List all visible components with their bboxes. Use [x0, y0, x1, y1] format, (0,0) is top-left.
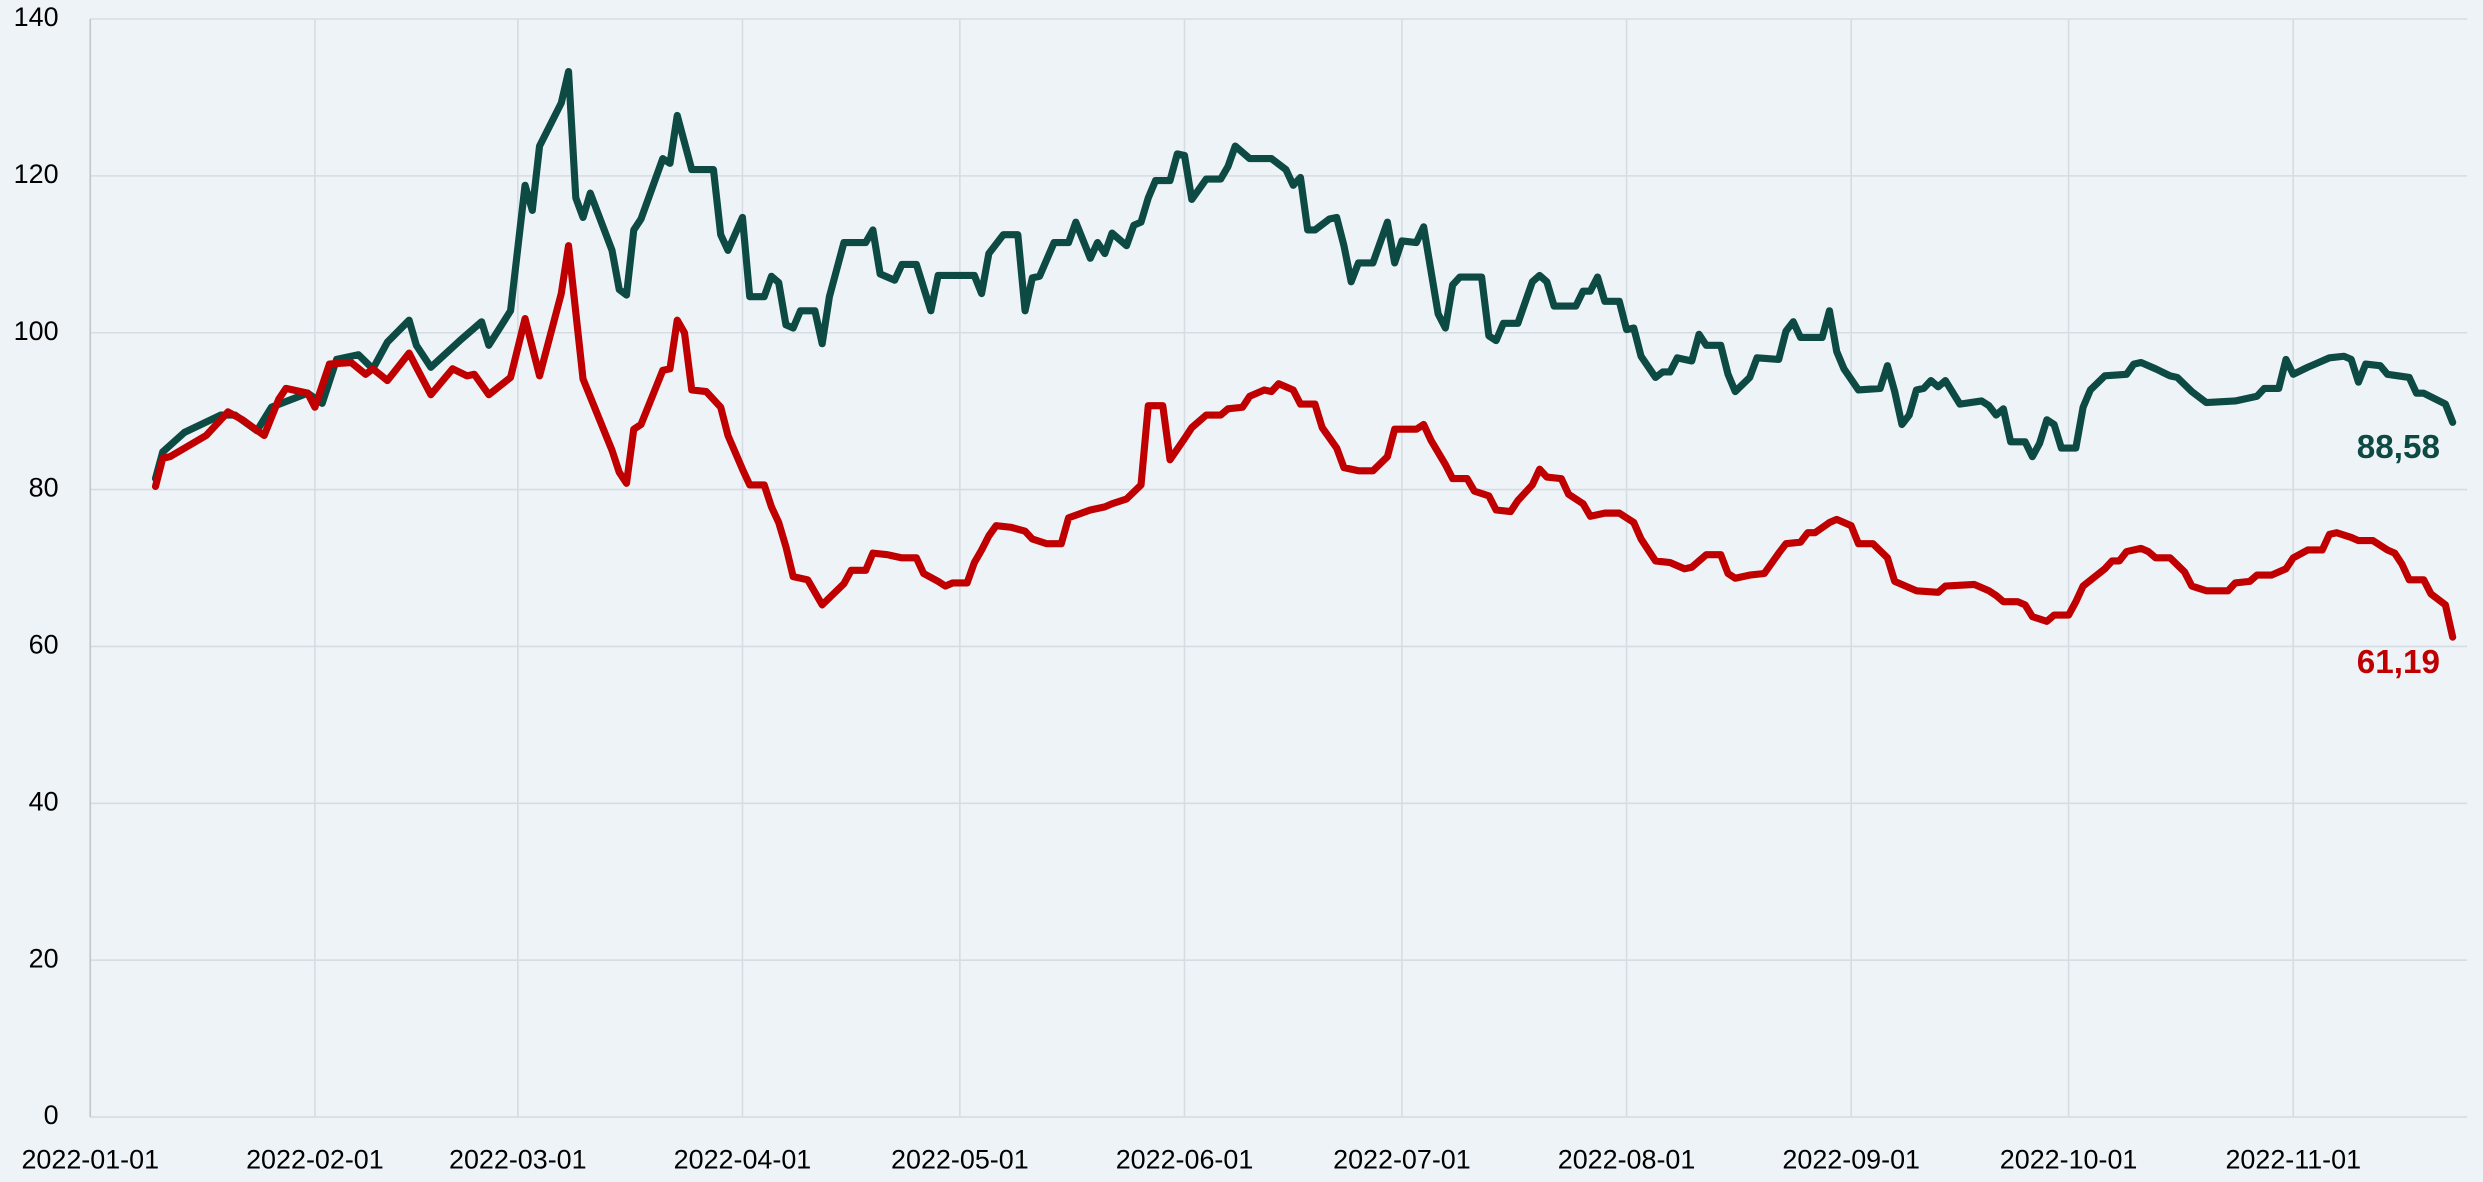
x-tick-label: 2022-03-01: [449, 1145, 587, 1175]
series-line: [151, 242, 2457, 641]
y-tick-label: 140: [14, 2, 59, 32]
x-tick-label: 2022-06-01: [1116, 1145, 1254, 1175]
y-tick-label: 40: [29, 786, 59, 816]
x-tick-label: 2022-02-01: [246, 1145, 384, 1175]
y-tick-label: 60: [29, 630, 59, 660]
x-tick-label: 2022-01-01: [21, 1145, 159, 1175]
end-label: 61,19: [2357, 644, 2440, 681]
y-tick-label: 80: [29, 473, 59, 503]
x-tick-label: 2022-07-01: [1333, 1145, 1471, 1175]
x-tick-label: 2022-04-01: [674, 1145, 812, 1175]
x-tick-label: 2022-05-01: [891, 1145, 1029, 1175]
x-tick-label: 2022-10-01: [2000, 1145, 2138, 1175]
x-tick-label: 2022-08-01: [1558, 1145, 1696, 1175]
y-tick-label: 120: [14, 159, 59, 189]
y-tick-label: 20: [29, 943, 59, 973]
x-tick-label: 2022-09-01: [1782, 1145, 1920, 1175]
series-line: [151, 67, 2457, 483]
end-label: 88,58: [2357, 429, 2440, 466]
y-tick-label: 0: [44, 1100, 59, 1130]
x-tick-label: 2022-11-01: [2225, 1145, 2361, 1175]
y-tick-label: 100: [14, 316, 59, 346]
